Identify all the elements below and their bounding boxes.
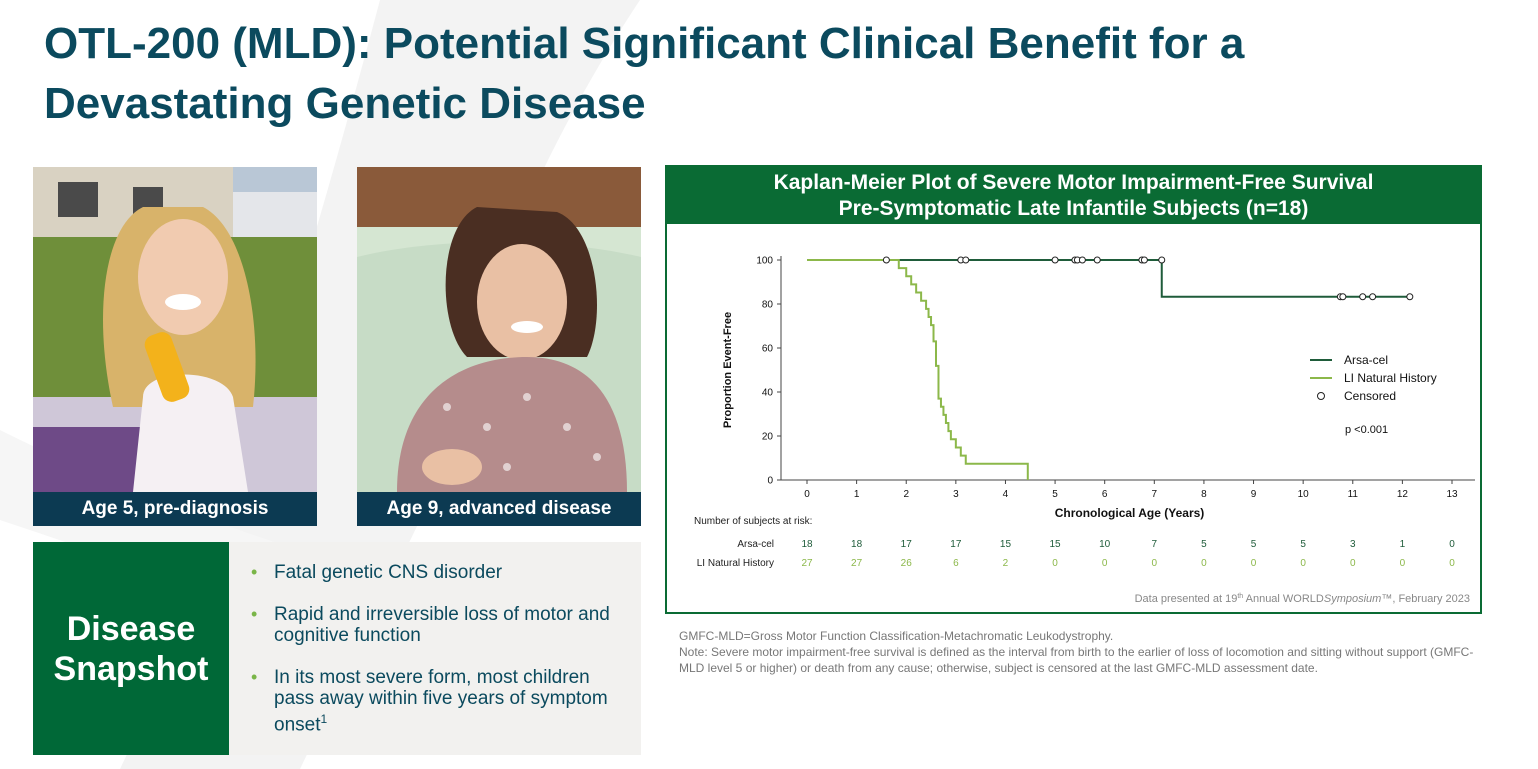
risk-table-cell: 0 [1251,558,1257,569]
list-item: Fatal genetic CNS disorder [249,562,621,583]
risk-table-cell: 27 [851,558,863,569]
censored-point [1051,256,1059,264]
risk-table-cell: 0 [1350,558,1356,569]
legend-swatch-censored [1317,392,1325,400]
censored-point [1140,256,1148,264]
page-title: OTL-200 (MLD): Potential Significant Cli… [44,19,1245,128]
risk-table-cell: 27 [801,558,813,569]
series-line-li-natural-history [807,259,1029,480]
p-value-annotation: p <0.001 [1345,424,1388,436]
risk-table-cell: 0 [1152,558,1158,569]
x-tick-label: 0 [804,489,810,500]
x-tick-label: 6 [1102,489,1108,500]
source-note: Data presented at 19th Annual WORLDSympo… [1135,593,1470,605]
y-tick-label: 40 [762,388,774,399]
risk-table-cell: 5 [1201,539,1207,550]
x-tick-label: 11 [1348,489,1359,500]
legend-label: Censored [1344,389,1396,403]
footnote-abbreviation: GMFC-MLD=Gross Motor Function Classifica… [679,629,1114,643]
censored-point [1078,256,1086,264]
legend-label: Arsa-cel [1344,353,1388,367]
risk-table-cell: 15 [1050,539,1062,550]
risk-table-cell: 3 [1350,539,1356,550]
risk-table-cell: 18 [801,539,813,550]
risk-table-cell: 5 [1251,539,1257,550]
y-tick-label: 80 [762,300,774,311]
risk-table-cell: 7 [1152,539,1158,550]
footnote-block: GMFC-MLD=Gross Motor Function Classifica… [679,628,1479,676]
y-tick-label: 60 [762,344,774,355]
disease-snapshot-list: Fatal genetic CNS disorder Rapid and irr… [229,542,641,755]
list-item: In its most severe form, most children p… [249,667,621,735]
risk-table-cell: 0 [1300,558,1306,569]
censored-point [1406,293,1414,301]
photo-child-age-5 [33,167,317,492]
footnote-definition: Note: Severe motor impairment-free survi… [679,645,1474,675]
risk-row-label: LI Natural History [697,558,774,569]
x-axis-label: Chronological Age (Years) [1055,506,1205,520]
x-tick-label: 5 [1052,489,1058,500]
x-tick-label: 9 [1251,489,1257,500]
photo-caption-right: Age 9, advanced disease [357,492,641,526]
y-tick-label: 100 [756,256,773,267]
risk-table-cell: 0 [1102,558,1108,569]
censored-point [1339,293,1347,301]
risk-table-cell: 2 [1003,558,1009,569]
risk-table-cell: 1 [1400,539,1406,550]
y-tick-label: 0 [767,476,773,487]
risk-table-cell: 5 [1300,539,1306,550]
risk-row-label: Arsa-cel [737,539,774,550]
risk-table-cell: 17 [950,539,962,550]
photo-child-age-9 [357,167,641,492]
risk-table-cell: 10 [1099,539,1111,550]
risk-table-cell: 6 [953,558,959,569]
x-tick-label: 1 [854,489,860,500]
censored-point [962,256,970,264]
risk-table-cell: 0 [1449,558,1455,569]
risk-table-cell: 0 [1400,558,1406,569]
risk-table-cell: 0 [1201,558,1207,569]
censored-point [1359,293,1367,301]
x-tick-label: 3 [953,489,959,500]
risk-table-cell: 0 [1052,558,1058,569]
y-axis-label: Proportion Event-Free [722,312,734,428]
risk-table-cell: 26 [901,558,913,569]
risk-table-cell: 0 [1449,539,1455,550]
risk-table-cell: 17 [901,539,913,550]
photo-caption-left: Age 5, pre-diagnosis [33,492,317,526]
censored-point [1369,293,1377,301]
censored-point [1093,256,1101,264]
risk-table-cell: 18 [851,539,863,550]
x-tick-label: 13 [1446,489,1458,500]
y-tick-label: 20 [762,432,774,443]
censored-point [882,256,890,264]
km-chart-panel: Kaplan-Meier Plot of Severe Motor Impair… [665,165,1482,614]
list-item: Rapid and irreversible loss of motor and… [249,604,621,646]
km-chart-title: Kaplan-Meier Plot of Severe Motor Impair… [667,167,1480,224]
legend-label: LI Natural History [1344,371,1437,385]
censored-point [1158,256,1166,264]
disease-snapshot-heading: Disease Snapshot [33,542,229,755]
x-tick-label: 8 [1201,489,1207,500]
footnote-ref: 1 [320,712,328,726]
x-tick-label: 4 [1003,489,1009,500]
x-tick-label: 2 [903,489,909,500]
x-tick-label: 12 [1397,489,1409,500]
series-line-arsa-cel [807,259,1410,298]
x-tick-label: 7 [1152,489,1158,500]
x-tick-label: 10 [1298,489,1310,500]
risk-table-label: Number of subjects at risk: [694,516,812,527]
risk-table-cell: 15 [1000,539,1012,550]
